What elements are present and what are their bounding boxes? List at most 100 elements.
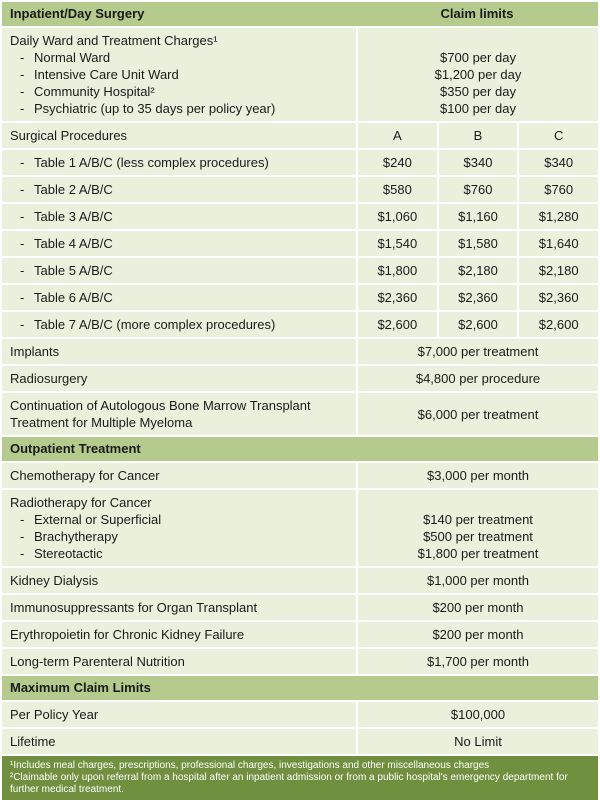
row-value-a: $580: [356, 177, 437, 202]
column-header-b: B: [436, 123, 518, 148]
row-label: Immunosuppressants for Organ Transplant: [2, 595, 356, 620]
daily-ward-label-cell: Daily Ward and Treatment Charges¹ Normal…: [2, 28, 356, 121]
row-title: Daily Ward and Treatment Charges¹: [10, 33, 218, 48]
row-label: Long-term Parenteral Nutrition: [2, 649, 356, 674]
row-value: $1,200 per day: [434, 67, 522, 82]
sub-item-label: Normal Ward: [10, 49, 348, 66]
footnote-2: ²Claimable only upon referral from a hos…: [10, 772, 568, 795]
row-value-c: $1,280: [517, 204, 599, 229]
row-value-c: $1,640: [517, 231, 599, 256]
table-row: Table 2 A/B/C $580 $760 $760: [2, 177, 599, 202]
row-label: Table 3 A/B/C: [2, 204, 356, 229]
table-row: Implants $7,000 per treatment: [2, 339, 598, 364]
section-title: Outpatient Treatment: [10, 441, 141, 456]
table-row: Table 7 A/B/C (more complex procedures) …: [2, 312, 599, 337]
row-value: $100,000: [356, 702, 598, 727]
row-value-b: $2,360: [436, 285, 518, 310]
row-label: Lifetime: [2, 729, 356, 754]
row-label: Table 5 A/B/C: [2, 258, 356, 283]
row-value: $200 per month: [356, 595, 598, 620]
row-value: $1,800 per treatment: [417, 546, 539, 561]
row-label: Kidney Dialysis: [2, 568, 356, 593]
table-row: Table 4 A/B/C $1,540 $1,580 $1,640: [2, 231, 599, 256]
row-value: No Limit: [356, 729, 598, 754]
row-label: Per Policy Year: [2, 702, 356, 727]
row-value-b: $1,160: [436, 204, 518, 229]
table-row: Immunosuppressants for Organ Transplant …: [2, 595, 598, 620]
table-row: Long-term Parenteral Nutrition $1,700 pe…: [2, 649, 598, 674]
row-label: Chemotherapy for Cancer: [2, 463, 356, 488]
section-title: Inpatient/Day Surgery: [10, 6, 145, 21]
footnote-1: ¹Includes meal charges, prescriptions, p…: [10, 760, 490, 771]
row-value: $100 per day: [440, 101, 516, 116]
row-label: Table 1 A/B/C (less complex procedures): [2, 150, 356, 175]
row-value-b: $2,600: [436, 312, 518, 337]
row-value-a: $1,800: [356, 258, 437, 283]
radiotherapy-values-cell: $140 per treatment $500 per treatment $1…: [356, 490, 598, 566]
row-value-c: $760: [517, 177, 599, 202]
row-value-b: $2,180: [436, 258, 518, 283]
row-value-a: $2,360: [356, 285, 437, 310]
row-value-c: $2,360: [517, 285, 599, 310]
table-row: Table 6 A/B/C $2,360 $2,360 $2,360: [2, 285, 599, 310]
row-value-b: $340: [436, 150, 518, 175]
section-header-inpatient: Inpatient/Day Surgery Claim limits: [2, 2, 598, 26]
table-row: Table 1 A/B/C (less complex procedures) …: [2, 150, 599, 175]
sub-item-label: Stereotactic: [10, 545, 348, 562]
row-value: $700 per day: [440, 50, 516, 65]
row-label: Erythropoietin for Chronic Kidney Failur…: [2, 622, 356, 647]
row-value: $1,000 per month: [356, 568, 598, 593]
column-header-a: A: [356, 123, 437, 148]
row-value: $1,700 per month: [356, 649, 598, 674]
table-row: Continuation of Autologous Bone Marrow T…: [2, 393, 598, 435]
row-value-c: $2,180: [517, 258, 599, 283]
table-row: Per Policy Year $100,000: [2, 702, 598, 727]
sub-item-label: Community Hospital²: [10, 83, 348, 100]
table-row: Chemotherapy for Cancer $3,000 per month: [2, 463, 598, 488]
sub-item-label: Intensive Care Unit Ward: [10, 66, 348, 83]
row-label: Implants: [2, 339, 356, 364]
row-value: $140 per treatment: [423, 512, 533, 527]
row-title: Radiotherapy for Cancer: [10, 495, 152, 510]
radiotherapy-label-cell: Radiotherapy for Cancer External or Supe…: [2, 490, 356, 566]
claim-limits-column-header: Claim limits: [440, 6, 514, 21]
row-value-b: $760: [436, 177, 518, 202]
table-row: Table 5 A/B/C $1,800 $2,180 $2,180: [2, 258, 599, 283]
section-header-outpatient: Outpatient Treatment: [2, 437, 598, 461]
row-value: $200 per month: [356, 622, 598, 647]
surgical-columns-header-row: Surgical Procedures A B C: [2, 123, 599, 148]
row-title: Surgical Procedures: [2, 123, 356, 148]
daily-ward-values-cell: $700 per day $1,200 per day $350 per day…: [356, 28, 598, 121]
table-row: Table 3 A/B/C $1,060 $1,160 $1,280: [2, 204, 599, 229]
table-row: Kidney Dialysis $1,000 per month: [2, 568, 598, 593]
sub-item-label: Brachytherapy: [10, 528, 348, 545]
row-value-a: $240: [356, 150, 437, 175]
table-row: Erythropoietin for Chronic Kidney Failur…: [2, 622, 598, 647]
row-label: Radiosurgery: [2, 366, 356, 391]
row-value-a: $2,600: [356, 312, 437, 337]
radiotherapy-row: Radiotherapy for Cancer External or Supe…: [2, 490, 598, 566]
row-label: Table 2 A/B/C: [2, 177, 356, 202]
row-value-a: $1,060: [356, 204, 437, 229]
row-value-a: $1,540: [356, 231, 437, 256]
row-value-b: $1,580: [436, 231, 518, 256]
table-row: Radiosurgery $4,800 per procedure: [2, 366, 598, 391]
section-header-maximum: Maximum Claim Limits: [2, 676, 598, 700]
row-value: $6,000 per treatment: [356, 393, 598, 435]
sub-item-label: External or Superficial: [10, 511, 348, 528]
row-label: Table 4 A/B/C: [2, 231, 356, 256]
row-value-c: $340: [517, 150, 599, 175]
footnotes: ¹Includes meal charges, prescriptions, p…: [2, 756, 598, 800]
row-label: Table 6 A/B/C: [2, 285, 356, 310]
row-label: Table 7 A/B/C (more complex procedures): [2, 312, 356, 337]
daily-ward-row: Daily Ward and Treatment Charges¹ Normal…: [2, 28, 598, 121]
row-value: $3,000 per month: [356, 463, 598, 488]
sub-item-label: Psychiatric (up to 35 days per policy ye…: [10, 100, 348, 117]
column-header-c: C: [517, 123, 599, 148]
row-value: $4,800 per procedure: [356, 366, 598, 391]
section-title: Maximum Claim Limits: [10, 680, 151, 695]
table-row: Lifetime No Limit: [2, 729, 598, 754]
row-label: Continuation of Autologous Bone Marrow T…: [2, 393, 356, 435]
row-value: $500 per treatment: [423, 529, 533, 544]
